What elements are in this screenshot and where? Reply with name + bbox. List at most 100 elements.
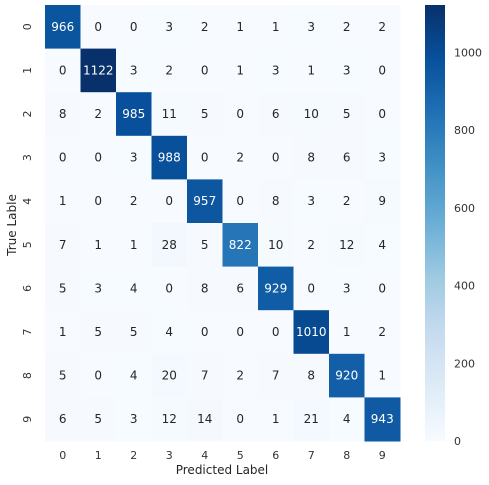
cell-value-label: 2 — [165, 63, 173, 77]
cell-value-label: 1010 — [296, 325, 327, 339]
x-tick-label: 1 — [95, 449, 102, 462]
heatmap-cell — [151, 92, 188, 137]
cell-value-label: 7 — [201, 369, 209, 383]
cell-value-label: 0 — [272, 325, 280, 339]
x-tick-label: 0 — [59, 449, 66, 462]
cell-value-label: 12 — [339, 238, 354, 252]
cell-value-label: 943 — [371, 412, 394, 426]
cell-value-label: 5 — [201, 238, 209, 252]
cell-value-label: 3 — [343, 281, 351, 295]
heatmap-cell — [258, 353, 294, 398]
colorbar-tick-label: 0 — [454, 435, 461, 448]
cell-value-label: 0 — [201, 63, 209, 77]
cell-value-label: 1 — [378, 369, 386, 383]
heatmap-cell — [222, 310, 259, 355]
heatmap-cell — [80, 135, 117, 180]
cell-value-label: 0 — [94, 20, 102, 34]
colorbar-tick-label: 600 — [454, 202, 475, 215]
heatmap-cell — [151, 5, 188, 50]
heatmap-cell — [258, 179, 294, 224]
heatmap-cell — [116, 92, 152, 137]
heatmap-cell — [293, 266, 330, 311]
cell-value-label: 4 — [130, 369, 138, 383]
heatmap-cell — [187, 135, 223, 180]
heatmap-cell — [293, 179, 330, 224]
cell-value-label: 12 — [162, 412, 177, 426]
heatmap-cell — [364, 353, 401, 398]
heatmap-cell — [116, 310, 152, 355]
cell-value-label: 1 — [272, 20, 280, 34]
x-tick-label: 5 — [237, 449, 244, 462]
cell-value-label: 3 — [165, 20, 173, 34]
heatmap-cell — [364, 397, 401, 442]
heatmap-cell — [45, 397, 81, 442]
heatmap-cell — [364, 5, 401, 50]
heatmap-cell — [293, 353, 330, 398]
cell-value-label: 8 — [59, 107, 67, 121]
cell-value-label: 5 — [343, 107, 351, 121]
heatmap-cell — [80, 397, 117, 442]
cell-value-label: 7 — [59, 238, 67, 252]
y-tick-label: 5 — [21, 241, 34, 248]
x-tick-label: 3 — [166, 449, 173, 462]
heatmap-cell — [45, 266, 81, 311]
cell-value-label: 1 — [236, 63, 244, 77]
cell-value-label: 3 — [343, 63, 351, 77]
heatmap-cell — [151, 135, 188, 180]
cell-value-label: 2 — [378, 20, 386, 34]
heatmap-cell — [151, 310, 188, 355]
heatmap-cell — [80, 179, 117, 224]
y-axis-label: True Lable — [5, 194, 19, 257]
heatmap-cell — [116, 397, 152, 442]
x-axis-label: Predicted Label — [176, 463, 269, 477]
x-tick-label: 9 — [379, 449, 386, 462]
cell-value-label: 3 — [94, 281, 102, 295]
heatmap-cell — [187, 310, 223, 355]
heatmap-cell — [222, 135, 259, 180]
colorbar-tick-label: 200 — [454, 357, 475, 370]
y-tick-labels: 0 1 2 3 4 5 6 7 8 9 — [21, 23, 34, 422]
colorbar-tick-label: 800 — [454, 124, 475, 137]
cell-value-label: 9 — [378, 194, 386, 208]
cell-value-label: 5 — [94, 412, 102, 426]
y-tick-label: 0 — [21, 23, 34, 30]
heatmap-cell — [151, 179, 188, 224]
cell-value-label: 2 — [236, 369, 244, 383]
cell-value-label: 8 — [307, 369, 315, 383]
cell-value-label: 1 — [130, 238, 138, 252]
cell-value-label: 0 — [59, 151, 67, 165]
heatmap-cell — [258, 92, 294, 137]
cell-value-label: 0 — [307, 281, 315, 295]
heatmap-cell — [364, 179, 401, 224]
x-tick-label: 2 — [130, 449, 137, 462]
colorbar-tick-label: 1000 — [454, 46, 482, 59]
heatmap-cell — [222, 353, 259, 398]
y-tick-label: 2 — [21, 111, 34, 118]
heatmap-cell — [116, 135, 152, 180]
cell-value-label: 10 — [304, 107, 319, 121]
cell-value-label: 2 — [343, 194, 351, 208]
heatmap-cell — [222, 5, 259, 50]
heatmap-cell — [258, 223, 294, 268]
heatmap-cell — [187, 92, 223, 137]
heatmap-cell — [364, 223, 401, 268]
heatmap-cell — [187, 48, 223, 93]
heatmap-cell — [293, 310, 330, 355]
cell-value-label: 0 — [165, 281, 173, 295]
heatmap-cell — [258, 397, 294, 442]
cell-value-label: 10 — [268, 238, 283, 252]
cell-value-label: 3 — [378, 151, 386, 165]
cell-value-label: 1122 — [83, 63, 114, 77]
cell-value-label: 4 — [130, 281, 138, 295]
cell-value-label: 0 — [236, 107, 244, 121]
cell-value-label: 0 — [94, 151, 102, 165]
cell-value-label: 5 — [94, 325, 102, 339]
heatmap-cell — [329, 266, 365, 311]
heatmap-cell — [222, 266, 259, 311]
x-tick-label: 7 — [308, 449, 315, 462]
cell-value-label: 966 — [51, 20, 74, 34]
cell-value-label: 3 — [272, 63, 280, 77]
heatmap-cell — [151, 223, 188, 268]
heatmap-cell — [151, 397, 188, 442]
x-tick-label: 6 — [272, 449, 279, 462]
